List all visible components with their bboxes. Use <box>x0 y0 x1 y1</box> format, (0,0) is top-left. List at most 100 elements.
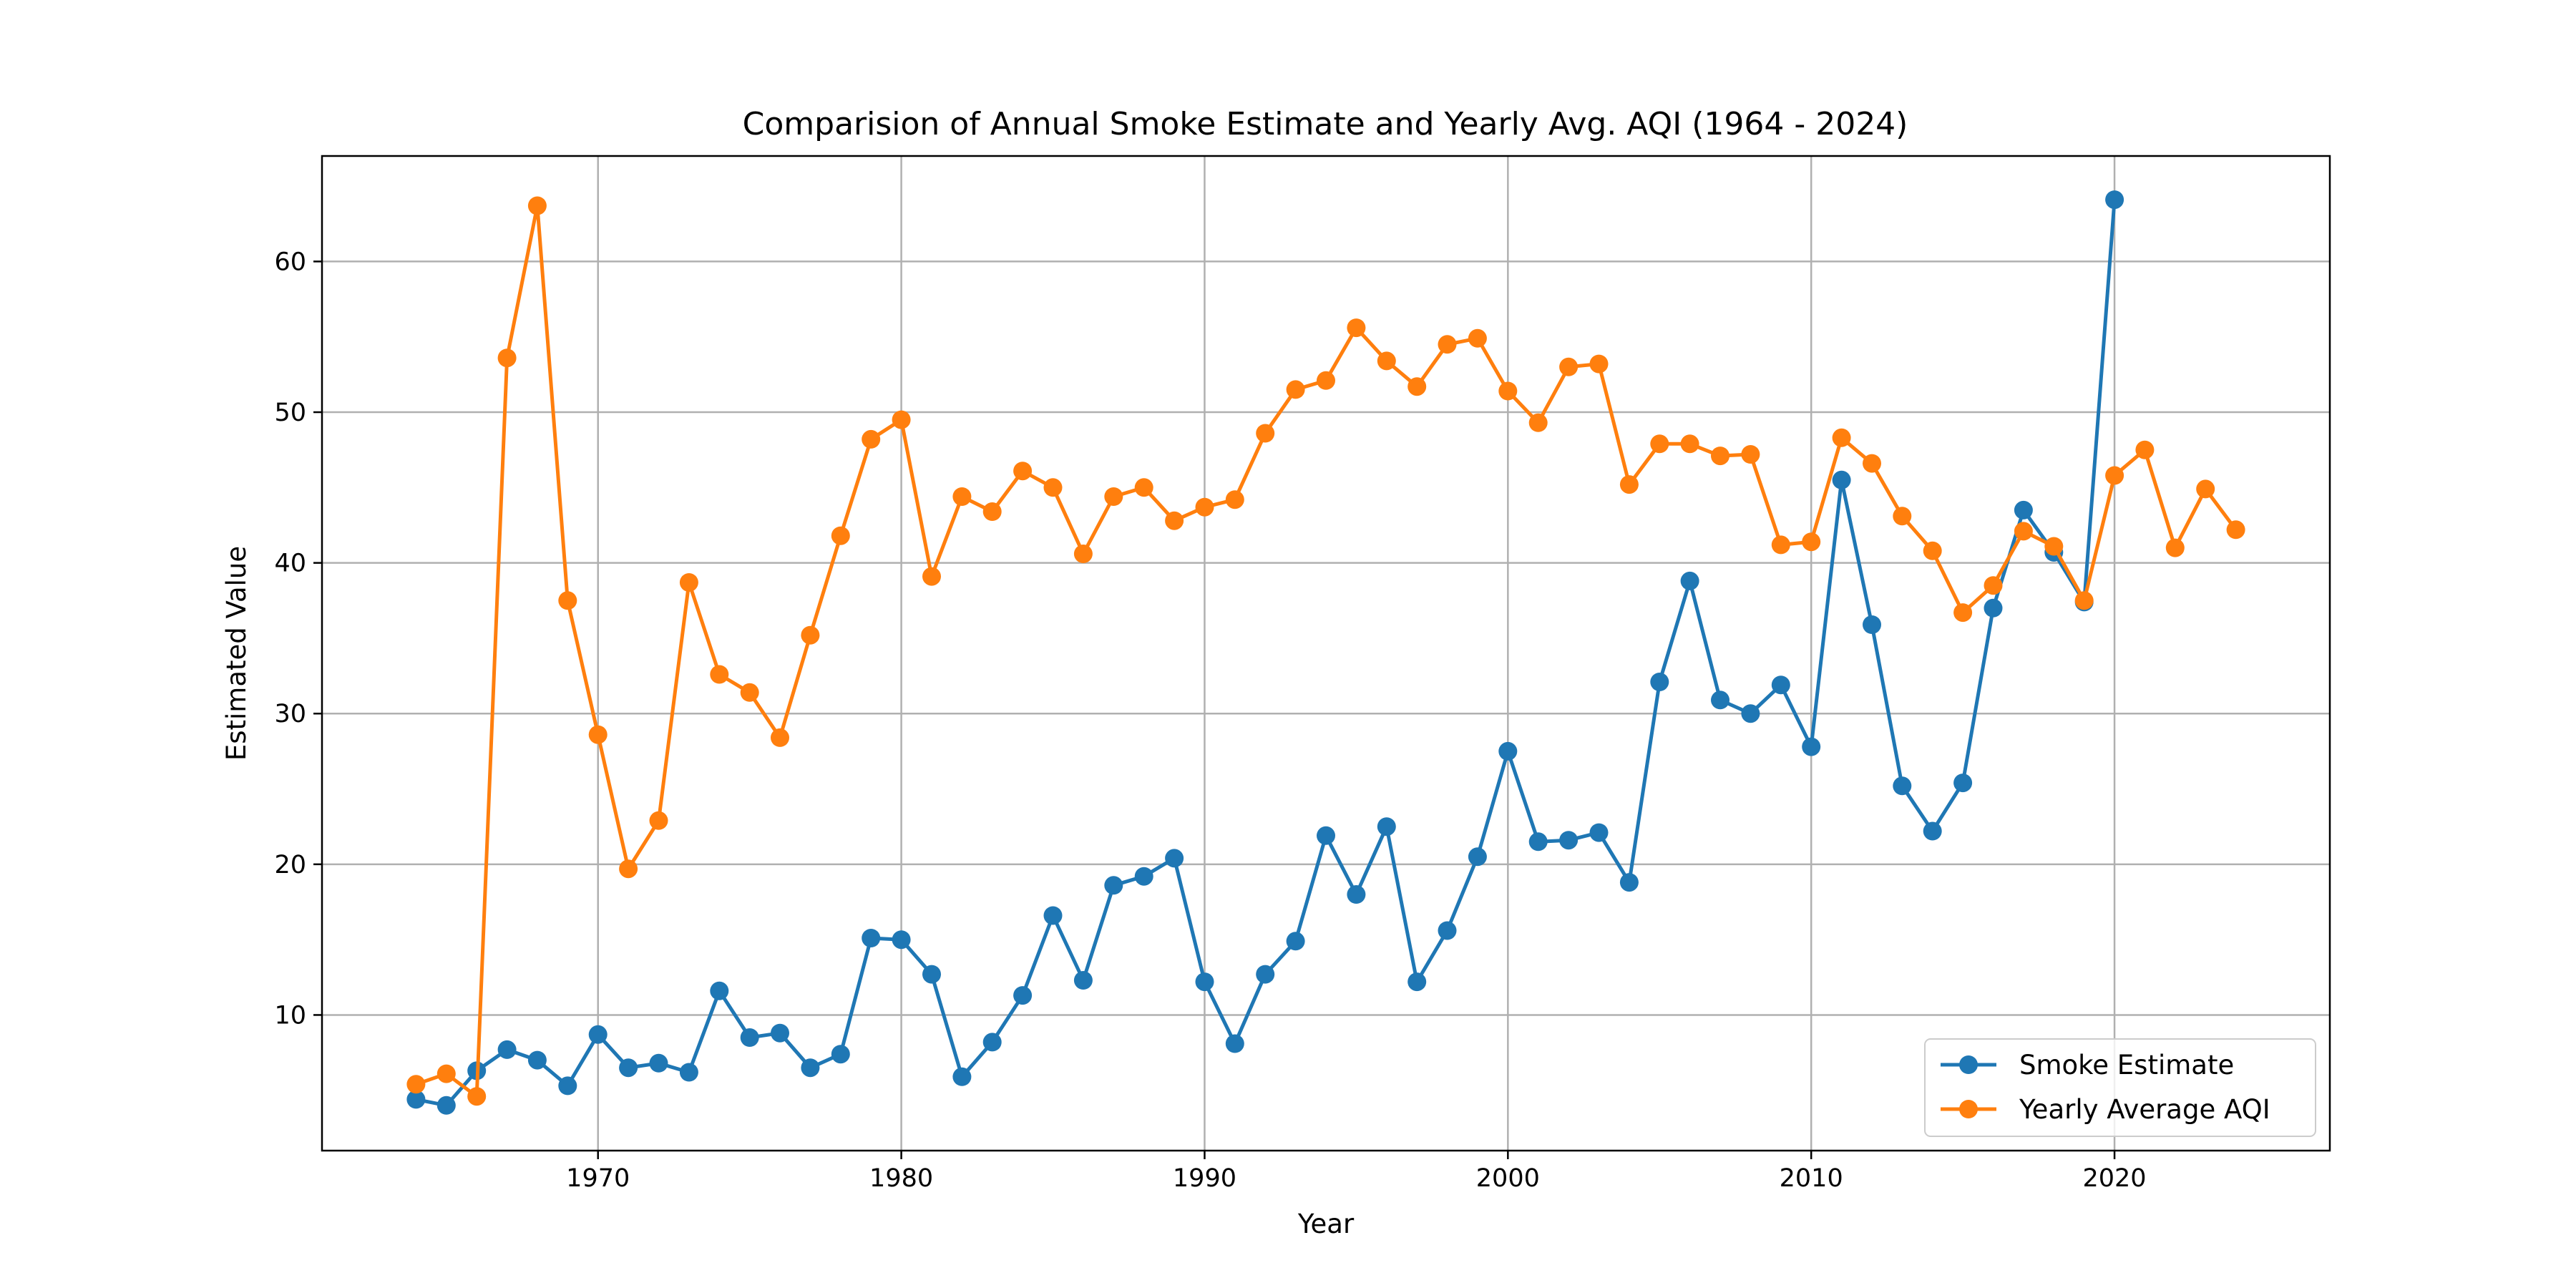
y-tick-label: 30 <box>274 700 306 728</box>
smoke-estimate-point <box>1225 1034 1244 1053</box>
yearly-average-aqi-point <box>1195 497 1214 517</box>
yearly-average-aqi-point <box>2135 440 2155 459</box>
smoke-estimate-point <box>1650 673 1669 691</box>
smoke-estimate-point <box>1863 615 1881 634</box>
yearly-average-aqi-point <box>1043 478 1063 497</box>
yearly-average-aqi-point <box>679 573 698 592</box>
yearly-average-aqi-point <box>1680 434 1699 454</box>
ticks: 1970 1980 1990 2000 2010 2020 10 20 30 40 50 60 <box>274 248 2146 1193</box>
smoke-estimate-point <box>1468 847 1487 867</box>
yearly-average-aqi-point <box>649 811 668 830</box>
legend-entry-yearly-average-aqi: Yearly Average AQI <box>1941 1094 2270 1125</box>
yearly-average-aqi-point <box>831 526 850 545</box>
smoke-estimate-point <box>1711 691 1729 710</box>
smoke-estimate-point <box>1347 885 1366 904</box>
legend-marker <box>1959 1055 1978 1074</box>
yearly-average-aqi-point <box>1498 381 1518 401</box>
yearly-average-aqi-point <box>2165 538 2185 557</box>
smoke-estimate-point <box>1134 867 1153 886</box>
smoke-estimate-point <box>527 1050 547 1070</box>
yearly-average-aqi-point <box>2226 520 2245 540</box>
smoke-estimate-point <box>1802 737 1821 756</box>
yearly-average-aqi-point <box>710 665 729 684</box>
smoke-estimate-point <box>831 1045 850 1064</box>
smoke-estimate-point <box>1073 971 1093 990</box>
chart-title: Comparision of Annual Smoke Estimate and… <box>743 106 1908 142</box>
yearly-average-aqi-point <box>1771 535 1790 555</box>
x-tick-label: 1990 <box>1173 1164 1236 1193</box>
x-tick-label: 2010 <box>1780 1164 1843 1193</box>
yearly-average-aqi-point <box>1104 487 1123 506</box>
yearly-average-aqi-point <box>922 567 941 586</box>
x-tick-label: 2000 <box>1476 1164 1540 1193</box>
smoke-estimate-point <box>2014 500 2033 519</box>
smoke-estimate-point <box>1953 774 1973 793</box>
yearly-average-aqi-point <box>1802 532 1821 552</box>
smoke-estimate-point <box>1893 776 1912 796</box>
smoke-estimate-point <box>1438 921 1457 940</box>
smoke-estimate-point <box>1832 470 1851 489</box>
x-tick-label: 1980 <box>869 1164 933 1193</box>
smoke-estimate-point <box>952 1067 972 1086</box>
smoke-estimate-point <box>1407 972 1427 992</box>
yearly-average-aqi-point <box>2074 591 2094 610</box>
legend-entry-smoke-estimate: Smoke Estimate <box>1941 1050 2234 1080</box>
yearly-average-aqi-point <box>1650 434 1669 454</box>
yearly-average-aqi-point <box>1528 413 1548 432</box>
series-layer <box>406 190 2245 1115</box>
smoke-estimate-point <box>1619 873 1639 892</box>
yearly-average-aqi-point <box>2044 537 2064 556</box>
yearly-average-aqi-point <box>497 348 517 368</box>
smoke-estimate-point <box>1498 741 1518 761</box>
smoke-estimate-point <box>710 981 729 1000</box>
yearly-average-aqi-point <box>588 725 608 744</box>
smoke-estimate-point <box>1771 675 1790 695</box>
smoke-estimate-point <box>1377 817 1396 836</box>
yearly-average-aqi-point <box>406 1075 426 1094</box>
yearly-average-aqi-point <box>2105 466 2124 485</box>
smoke-estimate-point <box>1043 906 1063 925</box>
yearly-average-aqi-point <box>1013 462 1033 481</box>
smoke-estimate-point <box>1104 876 1123 895</box>
yearly-average-aqi-point <box>801 625 820 645</box>
legend-label: Yearly Average AQI <box>2019 1094 2270 1125</box>
yearly-average-aqi-point <box>1407 377 1427 396</box>
smoke-estimate-point <box>1317 826 1335 845</box>
y-tick-label: 50 <box>274 399 306 427</box>
yearly-average-aqi-point <box>2196 479 2215 499</box>
smoke-estimate-point <box>1923 821 1942 841</box>
x-axis-label: Year <box>1297 1209 1355 1239</box>
yearly-average-aqi-point <box>892 410 911 429</box>
yearly-average-aqi-point <box>862 429 881 449</box>
smoke-estimate-point <box>801 1058 820 1078</box>
smoke-estimate-point <box>558 1076 577 1096</box>
series-yearly-average-aqi <box>406 196 2245 1106</box>
yearly-average-aqi-point <box>1073 545 1093 563</box>
yearly-average-aqi-point <box>1741 445 1760 464</box>
smoke-estimate-point <box>1286 932 1305 951</box>
legend-label: Smoke Estimate <box>2019 1050 2234 1080</box>
yearly-average-aqi-point <box>1468 328 1487 348</box>
smoke-estimate-point <box>1680 571 1699 590</box>
smoke-estimate-point <box>982 1033 1002 1052</box>
yearly-average-aqi-point <box>1559 357 1579 376</box>
yearly-average-aqi-point <box>1711 447 1729 466</box>
yearly-average-aqi-point <box>1256 424 1275 443</box>
smoke-estimate-point <box>1984 598 2003 618</box>
smoke-estimate-point <box>1741 704 1760 723</box>
yearly-average-aqi-point <box>1317 371 1335 390</box>
series-smoke-estimate <box>406 190 2124 1115</box>
smoke-estimate-point <box>497 1040 517 1059</box>
yearly-average-aqi-point <box>2014 522 2033 541</box>
yearly-average-aqi-point <box>1134 478 1153 497</box>
yearly-average-aqi-point <box>1589 354 1609 374</box>
yearly-average-aqi-point <box>1347 318 1366 338</box>
y-tick-label: 60 <box>274 248 306 276</box>
smoke-estimate-point <box>2105 190 2124 210</box>
yearly-average-aqi-point <box>1225 490 1244 509</box>
yearly-average-aqi-point <box>1619 475 1639 494</box>
legend-box <box>1924 1038 2316 1137</box>
smoke-estimate-point <box>588 1025 608 1044</box>
y-tick-label: 40 <box>274 550 306 578</box>
